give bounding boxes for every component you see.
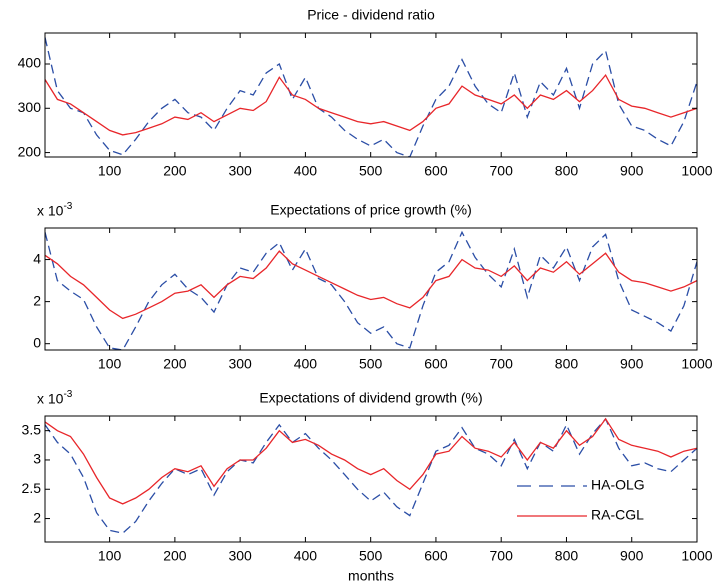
x-tick-label: 200	[163, 356, 187, 372]
x-tick-label: 800	[555, 163, 579, 179]
x-tick-label: 600	[424, 548, 448, 564]
x-tick-label: 300	[228, 548, 252, 564]
x-tick-label: 900	[620, 356, 644, 372]
x-tick-label: 400	[294, 163, 318, 179]
chart-title: Expectations of price growth (%)	[270, 202, 472, 218]
y-tick-label: 3	[33, 451, 41, 467]
x-tick-label: 700	[490, 163, 514, 179]
x-tick-label: 800	[555, 356, 579, 372]
multiplier: x 10-3	[37, 201, 73, 219]
x-tick-label: 900	[620, 163, 644, 179]
y-tick-label: 0	[33, 334, 41, 350]
x-tick-label: 700	[490, 356, 514, 372]
plot-frame	[44, 227, 698, 351]
x-tick-label: 500	[359, 356, 383, 372]
x-tick-label: 800	[555, 548, 579, 564]
x-tick-label: 200	[163, 548, 187, 564]
y-tick-label: 400	[18, 55, 42, 71]
x-tick-label: 1000	[681, 163, 712, 179]
legend-label: RA-CGL	[591, 507, 644, 523]
x-tick-label: 200	[163, 163, 187, 179]
x-tick-label: 700	[490, 548, 514, 564]
legend-label: HA-OLG	[591, 477, 645, 493]
x-tick-label: 500	[359, 548, 383, 564]
x-tick-label: 400	[294, 356, 318, 372]
x-axis-label: months	[348, 568, 394, 584]
y-tick-label: 2.5	[22, 480, 42, 496]
x-tick-label: 500	[359, 163, 383, 179]
series-line	[45, 417, 697, 505]
chart-title: Price - dividend ratio	[307, 7, 435, 23]
x-tick-label: 300	[228, 356, 252, 372]
x-tick-label: 1000	[681, 548, 712, 564]
y-tick-label: 2	[33, 509, 41, 525]
multiplier-exponent: -3	[63, 201, 72, 212]
x-tick-label: 900	[620, 548, 644, 564]
x-tick-label: 100	[98, 163, 122, 179]
x-tick-label: 1000	[681, 356, 712, 372]
multiplier-exponent: -3	[63, 389, 72, 400]
y-tick-label: 300	[18, 99, 42, 115]
plot-frame	[44, 32, 698, 158]
series-line	[45, 230, 697, 350]
y-tick-label: 200	[18, 143, 42, 159]
x-tick-label: 300	[228, 163, 252, 179]
x-tick-label: 600	[424, 356, 448, 372]
x-tick-label: 100	[98, 548, 122, 564]
series-line	[45, 73, 697, 136]
x-tick-label: 600	[424, 163, 448, 179]
series-line	[45, 417, 697, 534]
series-line	[45, 250, 697, 320]
x-tick-label: 100	[98, 356, 122, 372]
y-tick-label: 3.5	[22, 421, 42, 437]
chart-title: Expectations of dividend growth (%)	[259, 390, 482, 406]
x-tick-label: 400	[294, 548, 318, 564]
y-tick-label: 4	[33, 250, 41, 266]
series-line	[45, 37, 697, 157]
y-tick-label: 2	[33, 292, 41, 308]
multiplier: x 10-3	[37, 389, 73, 407]
